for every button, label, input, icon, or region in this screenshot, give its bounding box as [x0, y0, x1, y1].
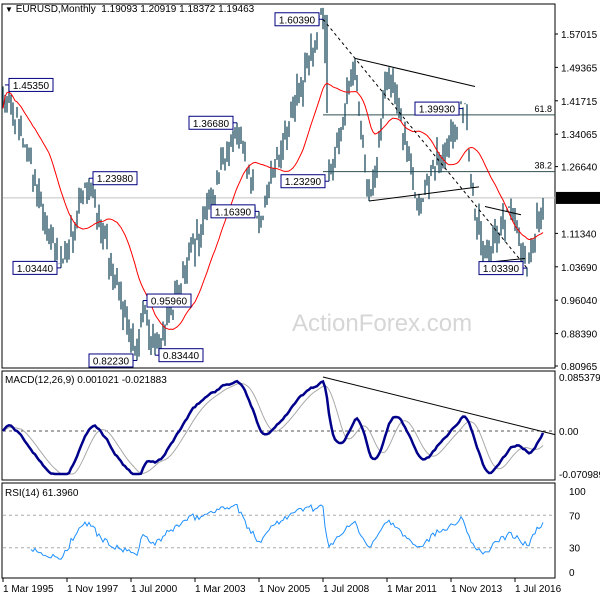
date-tick-label: 1 Nov 1997	[67, 584, 119, 595]
price-tick-label: 1.03690	[561, 263, 598, 274]
macd-line	[1, 379, 545, 476]
date-tick-label: 1 Nov 2005	[259, 584, 311, 595]
current-price-label: 1.19463	[561, 194, 598, 205]
macd-tick-label: 0.085379	[559, 373, 600, 384]
moving-average-line	[2, 82, 544, 330]
annotation-label: 1.23290	[285, 177, 322, 188]
annotation-box	[158, 348, 204, 363]
price-tick-label: 1.49365	[561, 63, 598, 74]
annotation-label: 0.82230	[93, 356, 130, 367]
date-tick-label: 1 Jul 2000	[131, 584, 178, 595]
trendline	[484, 206, 522, 216]
annotation-label: 1.16390	[215, 207, 252, 218]
collapse-arrow-icon[interactable]: ▼	[5, 5, 13, 14]
macd-tick-label: 0.00	[559, 427, 579, 438]
watermark: ActionForex.com	[292, 310, 473, 337]
date-tick-label: 1 Mar 1995	[3, 584, 54, 595]
macd-tick-label: -0.070989	[559, 470, 600, 481]
current-price-tag	[556, 191, 600, 204]
annotation-label: 0.95960	[151, 297, 188, 308]
annotation-label: 1.60390	[279, 15, 316, 26]
rsi-panel-frame	[1, 482, 556, 579]
price-tick-label: 1.26640	[561, 163, 598, 174]
price-bars	[2, 7, 544, 361]
rsi-tick-label: 100	[569, 487, 586, 498]
price-tick-label: 1.11340	[561, 229, 597, 240]
date-tick-label: 1 Jul 2016	[515, 584, 562, 595]
price-tick-label: 0.88390	[561, 330, 598, 341]
rsi-title: RSI(14) 61.3960	[5, 488, 79, 499]
date-tick-label: 1 Jul 2008	[323, 584, 370, 595]
date-tick-label: 1 Mar 2011	[387, 584, 437, 595]
trendline	[368, 186, 480, 202]
annotation-label: 1.45350	[13, 81, 50, 92]
annotation-label: 0.83440	[163, 351, 200, 362]
price-tick-label: 1.34065	[561, 130, 598, 141]
annotation-box	[280, 174, 326, 189]
annotation-box	[146, 293, 192, 308]
annotation-label: 1.03390	[483, 264, 520, 275]
rsi-line	[30, 503, 544, 560]
price-tick-label: 1.41715	[561, 97, 598, 108]
price-tick-label: 0.96040	[561, 296, 598, 307]
date-tick-label: 1 Nov 2013	[451, 584, 503, 595]
annotation-box	[478, 261, 524, 276]
rsi-tick-label: 70	[569, 511, 581, 522]
date-tick-label: 1 Mar 2003	[195, 584, 246, 595]
annotation-box	[12, 260, 58, 275]
annotation-label: 1.36680	[193, 119, 230, 130]
main-panel-frame	[1, 3, 556, 369]
fib-level-label: 61.8	[534, 104, 552, 114]
chart-header: ▼ EURUSD,Monthly 1.19093 1.20919 1.18372…	[5, 4, 254, 15]
macd-trendline	[322, 376, 556, 436]
macd-title: MACD(12,26,9) 0.001021 -0.021883	[5, 375, 167, 386]
price-tick-label: 0.80965	[561, 362, 598, 373]
annotation-box	[92, 171, 138, 186]
annotation-box	[8, 77, 54, 92]
macd-panel-frame	[1, 370, 556, 481]
price-tick-label: 1.57015	[561, 30, 598, 41]
annotation-box	[414, 101, 460, 116]
trendline	[354, 57, 476, 87]
symbol-label: EURUSD,Monthly	[15, 4, 96, 15]
rsi-tick-label: 30	[569, 544, 581, 555]
annotation-label: 1.23980	[97, 174, 134, 185]
fib-level-label: 38.2	[534, 161, 552, 171]
ohlc-values: 1.19093 1.20919 1.18372 1.19463	[101, 4, 255, 15]
rsi-tick-label: 0	[569, 568, 575, 579]
annotation-box	[88, 353, 134, 368]
annotation-label: 1.03440	[17, 264, 54, 275]
annotation-label: 1.39930	[419, 105, 456, 116]
annotation-box	[210, 204, 256, 219]
annotation-box	[188, 115, 234, 130]
annotation-box	[274, 12, 320, 27]
